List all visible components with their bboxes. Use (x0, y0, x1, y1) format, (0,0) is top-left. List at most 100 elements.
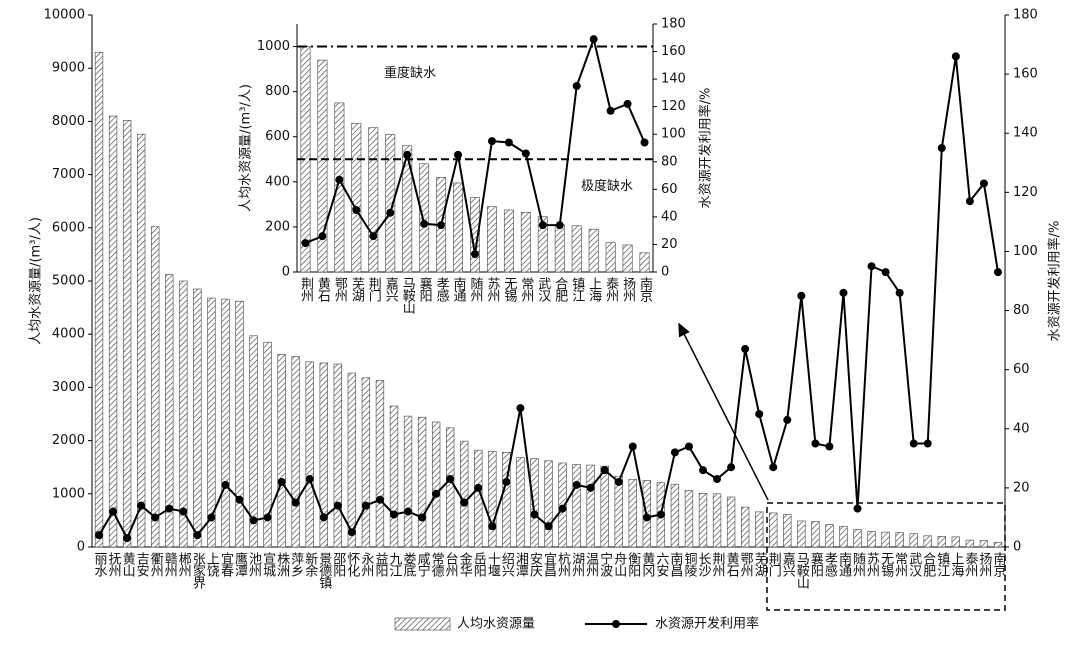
line-point (460, 498, 469, 507)
line-point (640, 138, 649, 147)
x-tick-label: 黄冈 (639, 552, 655, 578)
line-point (502, 477, 511, 486)
line-point (572, 480, 581, 489)
bar (446, 427, 455, 548)
line-point (95, 531, 104, 540)
y-tick-label: 8000 (52, 114, 85, 129)
line-point (783, 415, 792, 424)
x-tick-label: 衡阳 (625, 552, 641, 577)
x-tick-label: 上海 (948, 552, 964, 577)
x-tick-label: 荆州 (298, 276, 314, 302)
x-tick-label: 南京 (990, 551, 1006, 577)
line-point (333, 501, 342, 510)
pointer-arrow (678, 322, 769, 501)
line-point (853, 504, 862, 513)
x-tick-label: 台州 (443, 552, 459, 577)
bar (639, 252, 650, 273)
y2-tick-label: 60 (1013, 362, 1030, 377)
line-point (179, 507, 188, 516)
y-tick-label: 6000 (52, 220, 85, 235)
y-tick-label: 600 (265, 129, 290, 144)
bar (979, 540, 989, 548)
line-point (684, 442, 693, 451)
line-point (487, 137, 496, 146)
x-tick-label: 温州 (583, 552, 599, 577)
x-tick-label: 常州 (518, 277, 534, 302)
bar (628, 479, 637, 548)
line-point (670, 448, 679, 457)
x-tick-label: 泰州 (603, 277, 619, 302)
x-tick-label: 襄阳 (417, 276, 433, 302)
bar (712, 493, 722, 548)
x-tick-label: 宜昌 (541, 552, 557, 577)
x-tick-label: 景德镇 (316, 552, 332, 589)
line-point (318, 232, 327, 241)
bar (622, 244, 633, 273)
y-tick-label: 1000 (52, 486, 85, 501)
x-tick-label: 武汉 (535, 277, 551, 302)
bar (867, 531, 876, 548)
line-point (530, 510, 539, 519)
bar (605, 242, 616, 273)
x-tick-label: 扬州 (976, 552, 992, 577)
x-tick-label: 镇江 (569, 277, 585, 302)
x-tick-label: 丽水 (92, 552, 108, 577)
bar (165, 274, 174, 548)
bar (235, 300, 244, 548)
bar (249, 335, 258, 548)
x-tick-label: 黄石 (315, 277, 331, 302)
bar (136, 133, 146, 548)
x-tick-label: 九江 (386, 552, 402, 577)
x-tick-label: 宜春 (218, 552, 234, 577)
y2-tick-label: 160 (661, 44, 686, 59)
bar (291, 356, 300, 548)
y2-tick-label: 20 (661, 237, 678, 252)
y2-tick-label: 40 (661, 209, 678, 224)
x-tick-label: 南昌 (667, 551, 683, 577)
legend: 人均水资源量 水资源开发利用率 (394, 616, 759, 632)
line-point (474, 483, 483, 492)
bar (670, 483, 680, 548)
x-tick-label: 孝感 (822, 552, 838, 577)
y-tick-label: 1000 (257, 39, 290, 54)
x-tick-label: 怀化 (344, 552, 360, 578)
line-point (867, 262, 876, 271)
bar (474, 449, 483, 548)
bar (277, 354, 286, 548)
x-tick-label: 扬州 (620, 277, 636, 302)
bar (572, 464, 581, 548)
bar (797, 520, 806, 548)
line-point (606, 106, 615, 115)
bar (503, 209, 514, 273)
x-tick-label: 嘉兴 (383, 277, 399, 302)
line-point (301, 239, 310, 248)
y2-tick-label: 80 (1013, 303, 1030, 318)
line-point (589, 35, 598, 44)
line-point (979, 179, 988, 188)
bar (544, 460, 553, 548)
x-tick-label: 赣州 (162, 552, 178, 577)
bar (108, 115, 118, 548)
x-tick-label: 吉安 (134, 552, 150, 577)
x-tick-label: 合肥 (552, 277, 568, 303)
bar (333, 363, 342, 548)
x-tick-label: 荆门 (766, 551, 782, 577)
bar (385, 134, 396, 273)
x-tick-label: 金华 (457, 551, 473, 577)
x-tick-label: 黄石 (724, 552, 740, 577)
bar (317, 59, 328, 273)
y-tick-label: 7000 (52, 167, 85, 182)
bar (347, 372, 357, 548)
y-axis-label: 人均水资源量/(m³/人) (29, 217, 44, 345)
line-point (305, 475, 314, 484)
x-tick-label: 宁波 (597, 551, 613, 577)
highlight-box (766, 502, 1006, 611)
x-tick-label: 十堰 (485, 552, 501, 576)
main-chart: 0100020003000400050006000700080009000100… (29, 8, 1063, 591)
bar (614, 475, 623, 548)
x-tick-label: 苏州 (484, 276, 500, 302)
line-point (369, 232, 378, 241)
bar (389, 405, 399, 548)
x-tick-label: 湖州 (569, 552, 585, 577)
